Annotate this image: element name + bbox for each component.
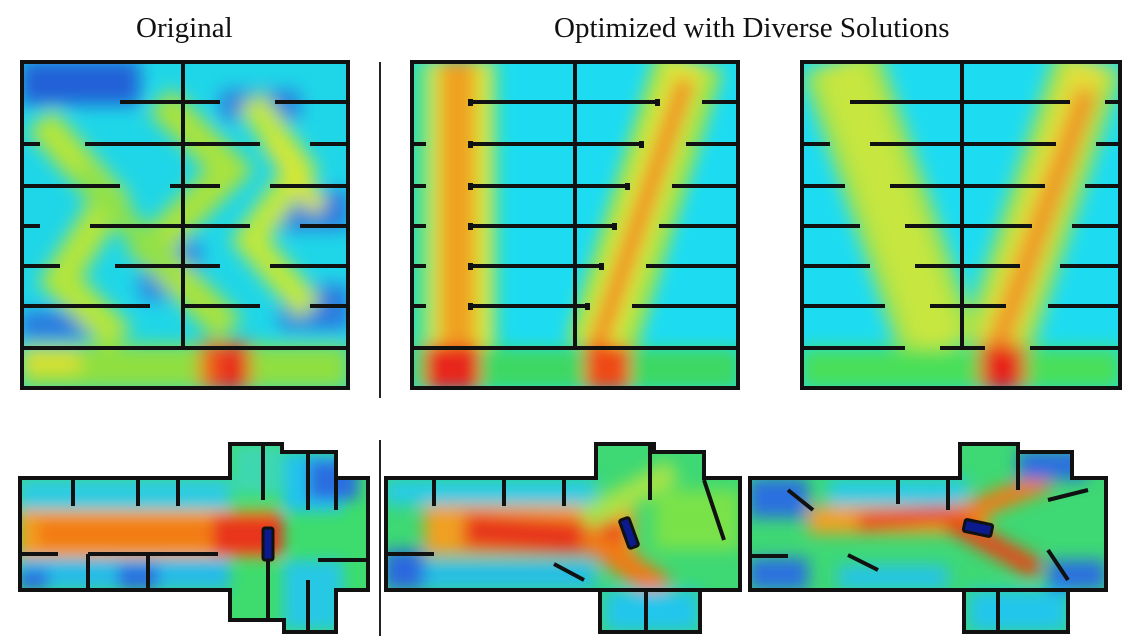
heatmap-optimized-grid-1: [410, 60, 740, 390]
original-heading: Original: [136, 12, 233, 44]
heatmap-original-plan: [18, 440, 373, 640]
heatmap-optimized-plan-1: [384, 440, 744, 640]
heatmap-original-grid: [20, 60, 350, 390]
heatmap-optimized-grid-2: [800, 60, 1122, 390]
separator-bottom: [379, 440, 381, 636]
separator-top: [379, 62, 381, 398]
optimized-heading: Optimized with Diverse Solutions: [554, 12, 950, 44]
heatmap-optimized-plan-2: [748, 440, 1110, 640]
